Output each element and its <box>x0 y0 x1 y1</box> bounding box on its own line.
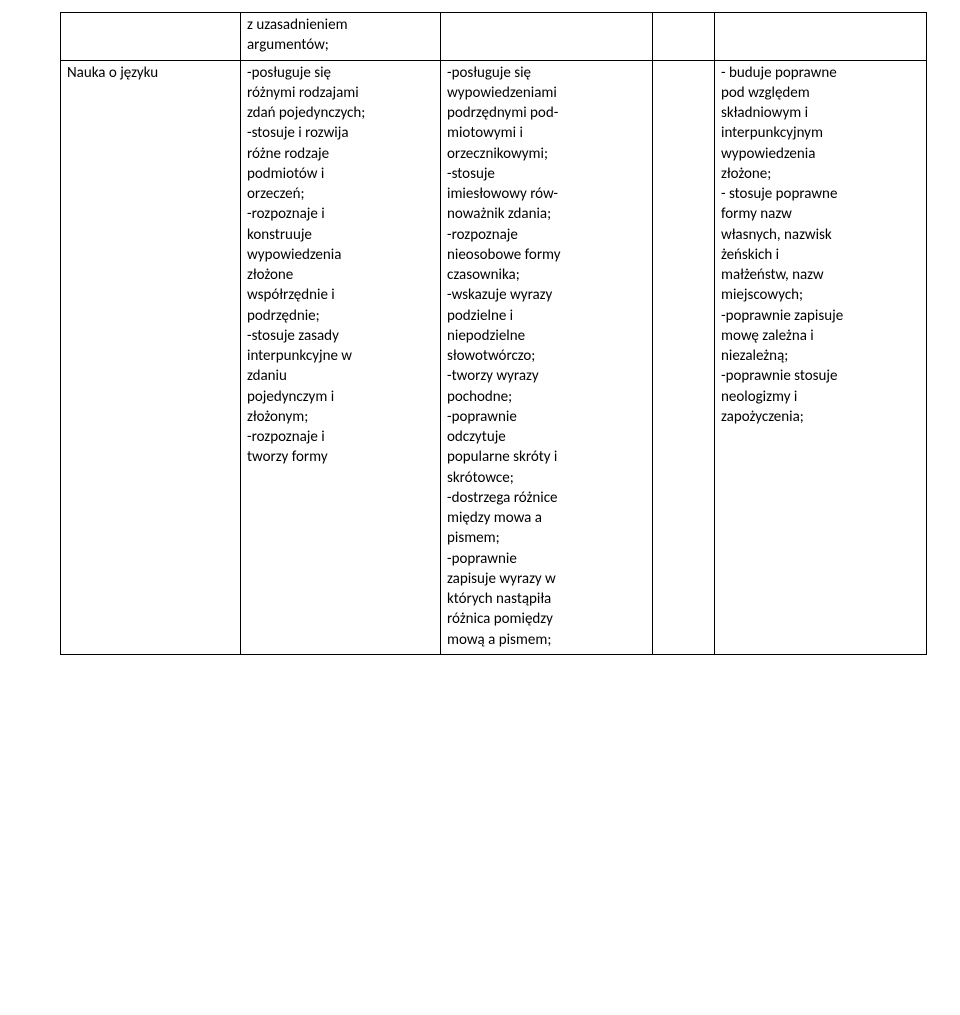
document-page: z uzasadnieniem argumentów; Nauka o języ… <box>0 0 960 675</box>
content-table: z uzasadnieniem argumentów; Nauka o języ… <box>60 12 927 655</box>
table-cell: Nauka o języku <box>61 60 241 654</box>
table-cell: -posługuje się wypowiedzeniami podrzędny… <box>441 60 653 654</box>
table-row: Nauka o języku -posługuje się różnymi ro… <box>61 60 927 654</box>
table-cell: -posługuje się różnymi rodzajami zdań po… <box>241 60 441 654</box>
cell-text: Nauka o języku <box>67 63 234 83</box>
table-row: z uzasadnieniem argumentów; <box>61 13 927 61</box>
table-cell <box>653 13 715 61</box>
cell-text: -posługuje się wypowiedzeniami podrzędny… <box>447 63 646 650</box>
table-cell <box>61 13 241 61</box>
table-cell <box>653 60 715 654</box>
table-cell: - buduje poprawne pod względem składniow… <box>715 60 927 654</box>
table-cell <box>715 13 927 61</box>
cell-text: - buduje poprawne pod względem składniow… <box>721 63 920 428</box>
table-cell: z uzasadnieniem argumentów; <box>241 13 441 61</box>
table-cell <box>441 13 653 61</box>
cell-text: -posługuje się różnymi rodzajami zdań po… <box>247 63 434 468</box>
cell-text: z uzasadnieniem argumentów; <box>247 15 434 56</box>
